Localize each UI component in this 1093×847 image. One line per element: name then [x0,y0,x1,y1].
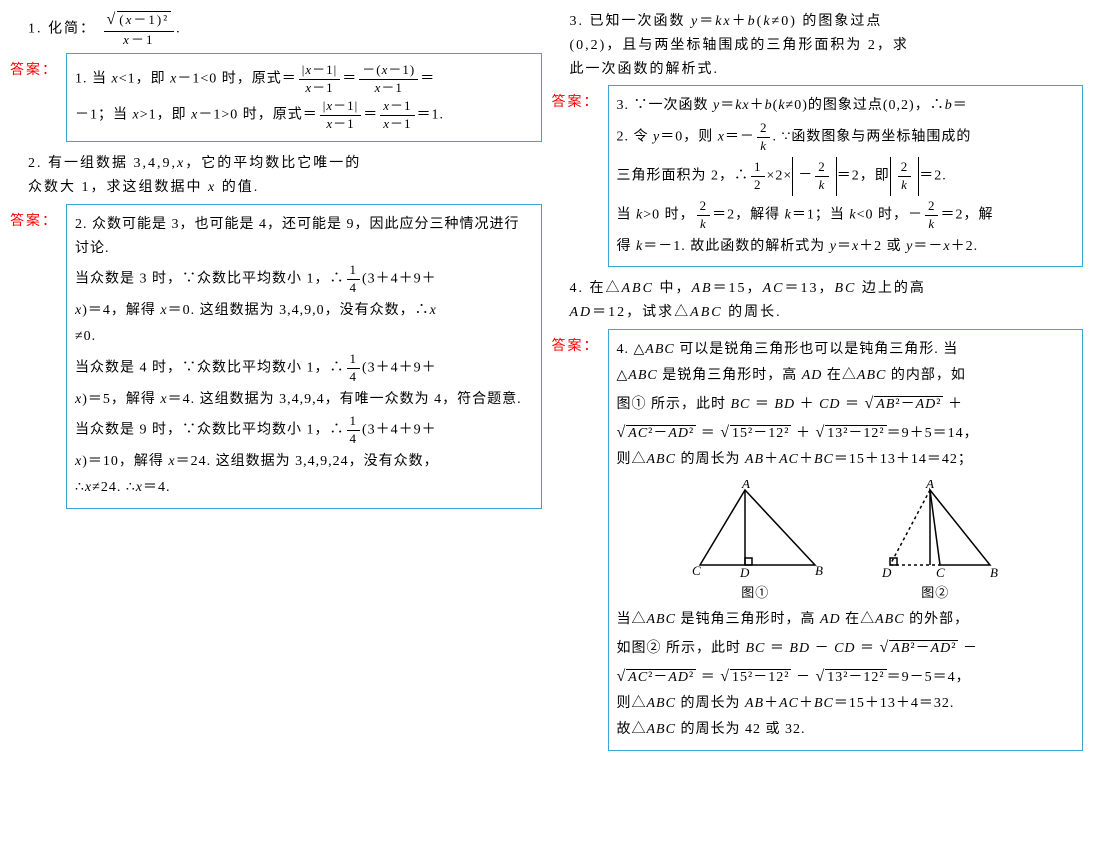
answer-box-3: 3. ∵一次函数 y＝kx＋b(k≠0)的图象过点(0,2)，∴b＝ 2. 令 … [608,85,1084,267]
diagram-2: A D C B 图② [860,480,1010,604]
answer-label-1: 答案： [10,53,66,83]
left-column: 1. 化简： √(x－1)²x－1. 答案： 1. 当 x<1，即 x－1<0 … [10,10,542,519]
question-4: 4. 在△ABC 中，AB＝15，AC＝13，BC 边上的高 AD＝12，试求△… [552,277,1084,325]
answer-box-1: 1. 当 x<1，即 x－1<0 时，原式＝|x－1|x－1＝－(x－1)x－1… [66,53,542,143]
answer-label-4: 答案： [552,329,608,359]
question-3: 3. 已知一次函数 y＝kx＋b(k≠0) 的图象过点 (0,2)，且与两坐标轴… [552,10,1084,81]
svg-text:C: C [936,565,946,580]
question-2: 2. 有一组数据 3,4,9,x，它的平均数比它唯一的 众数大 1，求这组数据中… [10,152,542,200]
triangle-diagrams: A C D B 图① [617,480,1075,604]
svg-text:D: D [881,565,892,580]
answer-box-2: 2. 众数可能是 3，也可能是 4，还可能是 9，因此应分三种情况进行讨论. 当… [66,204,542,509]
right-column: 3. 已知一次函数 y＝kx＋b(k≠0) 的图象过点 (0,2)，且与两坐标轴… [552,10,1084,761]
svg-text:D: D [739,565,750,580]
answer-label-3: 答案： [552,85,608,115]
answer-label-2: 答案： [10,204,66,234]
svg-text:B: B [815,563,824,578]
svg-text:A: A [925,480,935,491]
answer-box-4: 4. △ABC 可以是锐角三角形也可以是钝角三角形. 当 △ABC 是锐角三角形… [608,329,1084,751]
svg-text:C: C [692,563,702,578]
q1-text: 1. 化简： [28,22,96,37]
svg-text:A: A [741,480,751,491]
diagram-1: A C D B 图① [680,480,830,604]
question-1: 1. 化简： √(x－1)²x－1. [10,10,542,49]
svg-text:B: B [990,565,999,580]
